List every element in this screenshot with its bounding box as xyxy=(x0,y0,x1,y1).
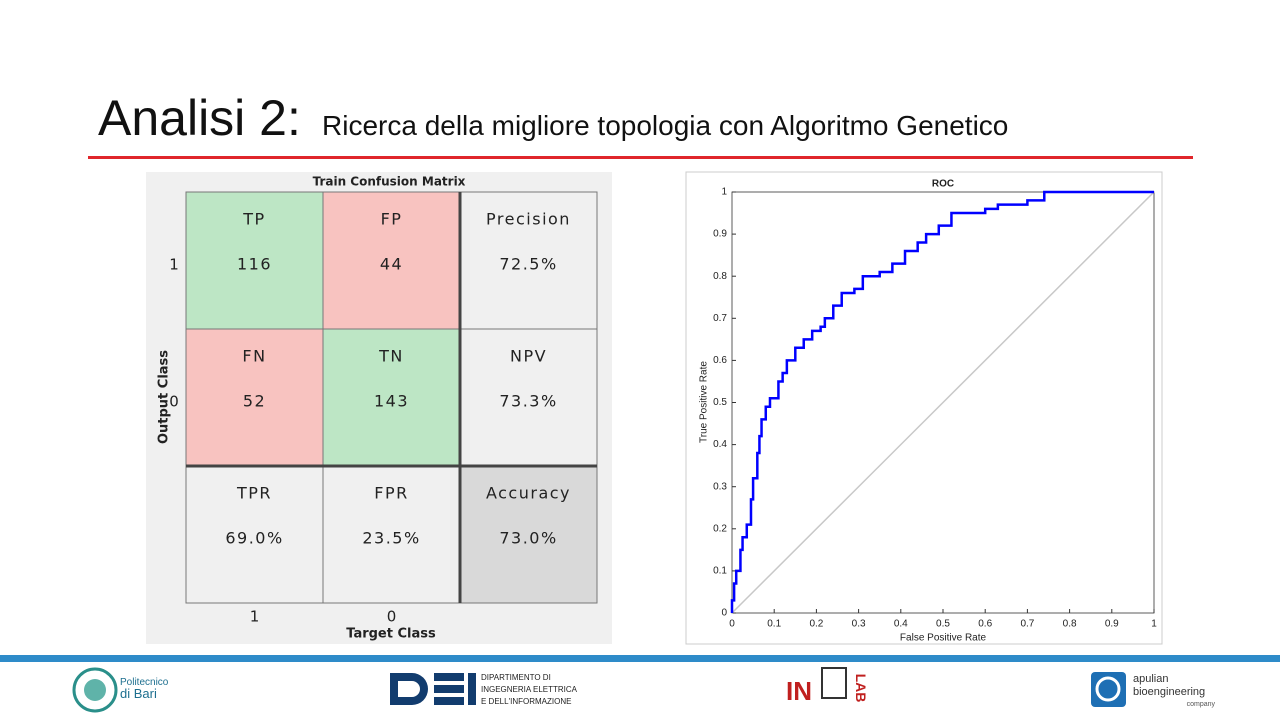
cm-cell-value: 69.0% xyxy=(225,529,283,548)
cm-row-label: 0 xyxy=(169,393,179,411)
cm-row-label: 1 xyxy=(169,256,179,274)
cm-cell-value: 116 xyxy=(237,255,272,274)
x-tick-label: 0.2 xyxy=(809,619,823,630)
cm-y-label: Output Class xyxy=(157,350,172,444)
y-tick-label: 0 xyxy=(721,608,727,619)
cm-cell-value: 23.5% xyxy=(362,529,420,548)
logo-shape xyxy=(468,673,476,705)
y-tick-label: 0.2 xyxy=(713,523,727,534)
x-tick-label: 1 xyxy=(1151,619,1157,630)
y-axis-label: True Positive Rate xyxy=(699,361,710,443)
y-tick-label: 0.7 xyxy=(713,313,727,324)
logo-shape xyxy=(1095,676,1121,702)
logo-text: LAB xyxy=(853,674,869,703)
logo-shape xyxy=(390,673,428,705)
cm-cell-value: 143 xyxy=(374,392,409,411)
y-tick-label: 0.5 xyxy=(713,397,727,408)
logo-shape xyxy=(434,697,464,705)
cm-cell-label: Accuracy xyxy=(486,484,571,503)
chart-title: ROC xyxy=(932,179,954,190)
y-tick-label: 0.8 xyxy=(713,271,727,282)
y-tick-label: 0.1 xyxy=(713,566,727,577)
x-axis-label: False Positive Rate xyxy=(900,633,987,644)
logo-poliba: Politecnico di Bari xyxy=(72,667,169,713)
logo-shape xyxy=(821,667,847,699)
title-rule xyxy=(88,156,1193,159)
y-tick-label: 0.3 xyxy=(713,481,727,492)
roc-chart: ROC False Positive Rate True Positive Ra… xyxy=(685,171,1163,645)
x-tick-label: 0.5 xyxy=(936,619,950,630)
y-tick-label: 0.9 xyxy=(713,229,727,240)
footer-band xyxy=(0,655,1280,662)
cm-cell-label: NPV xyxy=(510,347,547,366)
roc-line xyxy=(730,190,1154,613)
logo-shape xyxy=(434,685,464,693)
cm-cell xyxy=(185,191,324,330)
cm-cell-label: FN xyxy=(242,347,266,366)
cm-cell xyxy=(185,465,324,604)
cm-cell-value: 52 xyxy=(243,392,266,411)
logo-text: DIPARTIMENTO DI xyxy=(481,673,551,682)
y-tick-label: 0.6 xyxy=(713,355,727,366)
confusion-matrix: Train Confusion Matrix Target Class Outp… xyxy=(146,172,612,644)
cm-title: Train Confusion Matrix xyxy=(313,175,466,189)
cm-column-label: 1 xyxy=(250,608,260,626)
cm-cell-value: 73.3% xyxy=(499,392,557,411)
cm-cell-label: TP xyxy=(242,210,265,229)
cm-column-label: 0 xyxy=(387,608,397,626)
logo-text: apulian xyxy=(1133,673,1168,685)
logo-inlab: IN LAB xyxy=(786,667,869,706)
logo-text: IN xyxy=(786,676,812,706)
y-tick-label: 0.4 xyxy=(713,439,727,450)
x-tick-label: 0.9 xyxy=(1105,619,1119,630)
logo-core xyxy=(84,679,106,701)
logo-text: INGEGNERIA ELETTRICA xyxy=(481,685,578,694)
x-tick-label: 0.3 xyxy=(852,619,866,630)
logo-text: di Bari xyxy=(120,686,157,701)
cm-cell-value: 44 xyxy=(380,255,403,274)
cm-cell-label: TN xyxy=(378,347,404,366)
logo-apulian: apulian bioengineering company xyxy=(1091,672,1215,708)
logo-text: company xyxy=(1187,701,1216,708)
cm-cell xyxy=(459,465,598,604)
x-tick-label: 0.7 xyxy=(1020,619,1034,630)
cm-cell-value: 73.0% xyxy=(499,529,557,548)
logo-shape xyxy=(434,673,464,681)
logo-ring xyxy=(72,667,118,713)
x-tick-label: 0.1 xyxy=(767,619,781,630)
logo-dei: DIPARTIMENTO DI INGEGNERIA ELETTRICA E D… xyxy=(390,673,578,706)
logo-text: Politecnico xyxy=(120,677,169,688)
y-tick-label: 1 xyxy=(721,187,727,198)
x-tick-label: 0.8 xyxy=(1063,619,1077,630)
cm-cell-value: 72.5% xyxy=(499,255,557,274)
cm-cell-label: FPR xyxy=(374,484,408,503)
x-tick-label: 0.4 xyxy=(894,619,908,630)
cm-cell-label: Precision xyxy=(486,210,571,229)
x-tick-label: 0 xyxy=(729,619,735,630)
slide-subtitle: Ricerca della migliore topologia con Alg… xyxy=(322,110,1008,141)
roc-line xyxy=(731,191,1155,614)
cm-x-label: Target Class xyxy=(346,627,436,642)
cm-cell-label: FP xyxy=(381,210,403,229)
logo-text: E DELL'INFORMAZIONE xyxy=(481,697,571,706)
cm-cell-label: TPR xyxy=(236,484,272,503)
slide-title: Analisi 2: xyxy=(98,90,301,146)
logo-text: bioengineering xyxy=(1133,686,1205,698)
x-tick-label: 0.6 xyxy=(978,619,992,630)
